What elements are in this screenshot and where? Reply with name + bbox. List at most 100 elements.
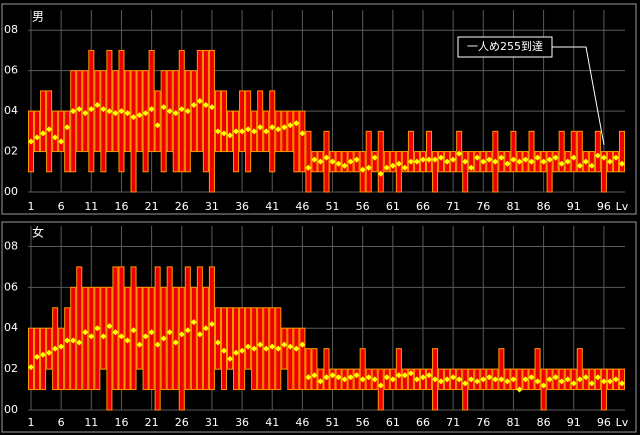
mean-marker [28, 138, 35, 145]
x-axis-label: Lv [616, 416, 629, 429]
range-bar [58, 327, 65, 391]
mean-marker [305, 374, 312, 381]
range-bar [160, 70, 167, 173]
y-tick-label: 08 [4, 239, 18, 252]
mean-marker [263, 345, 270, 352]
mean-marker [214, 128, 221, 135]
x-tick-label: 1 [28, 200, 35, 213]
mean-marker [269, 343, 276, 350]
range-bar [76, 266, 83, 391]
panel-title: 男 [32, 10, 44, 24]
range-bar [600, 151, 607, 193]
x-tick-label: 86 [537, 416, 551, 429]
mean-marker [172, 110, 179, 117]
mean-marker [299, 130, 306, 137]
mean-marker [287, 343, 294, 350]
range-bar [106, 49, 113, 153]
x-tick-label: 96 [597, 200, 611, 213]
mean-marker [389, 162, 396, 169]
y-tick-label: 04 [4, 104, 18, 117]
range-bar [534, 151, 541, 173]
range-bar [281, 110, 288, 153]
mean-marker [438, 154, 445, 161]
mean-marker [329, 372, 336, 379]
mean-marker [58, 138, 65, 145]
mean-marker [190, 319, 197, 326]
mean-marker [612, 154, 619, 161]
mean-marker [100, 106, 107, 113]
mean-marker [353, 372, 360, 379]
y-tick-label: 08 [4, 23, 18, 36]
mean-marker [450, 156, 457, 163]
mean-marker [540, 158, 547, 165]
mean-marker [34, 353, 41, 360]
x-tick-label: 21 [145, 200, 159, 213]
mean-marker [299, 341, 306, 348]
x-tick-label: 6 [58, 200, 65, 213]
x-tick-label: 86 [537, 200, 551, 213]
mean-marker [28, 364, 35, 371]
mean-marker [426, 156, 433, 163]
mean-marker [413, 158, 420, 165]
range-bar [208, 49, 215, 193]
x-tick-label: 81 [506, 200, 520, 213]
mean-marker [142, 110, 149, 117]
mean-marker [58, 343, 65, 350]
range-bar [510, 130, 517, 173]
range-bar [323, 130, 330, 193]
mean-marker [257, 341, 264, 348]
mean-marker [341, 162, 348, 169]
x-tick-label: 91 [567, 416, 581, 429]
x-tick-label: 36 [235, 200, 249, 213]
mean-marker [480, 158, 487, 165]
range-bar [166, 266, 173, 391]
mean-marker [70, 108, 77, 115]
mean-marker [401, 164, 408, 171]
range-bar [305, 130, 312, 193]
range-bar [462, 368, 469, 411]
x-tick-label: 36 [235, 416, 249, 429]
range-bar [323, 348, 330, 391]
mean-marker [100, 333, 107, 340]
range-bar [401, 368, 408, 391]
mean-marker [456, 150, 463, 157]
mean-marker [492, 158, 499, 165]
y-tick-label: 00 [4, 403, 18, 416]
mean-marker [227, 132, 234, 139]
mean-marker [311, 372, 318, 379]
x-tick-label: 16 [114, 416, 128, 429]
mean-marker [407, 158, 414, 165]
mean-marker [257, 124, 264, 131]
annotation-leader [552, 46, 605, 146]
mean-marker [546, 156, 553, 163]
range-bar [552, 151, 559, 173]
mean-marker [534, 378, 541, 385]
mean-marker [281, 124, 288, 131]
mean-marker [594, 374, 601, 381]
range-bar [190, 286, 197, 391]
range-bar [468, 151, 475, 173]
mean-marker [136, 341, 143, 348]
mean-marker [576, 162, 583, 169]
x-tick-label: 26 [175, 200, 189, 213]
mean-marker [432, 156, 439, 163]
mean-marker [510, 376, 517, 383]
range-bar [40, 90, 47, 153]
range-bar [498, 151, 505, 173]
mean-marker [588, 380, 595, 387]
mean-marker [492, 376, 499, 383]
range-bar [70, 70, 77, 173]
mean-marker [498, 154, 505, 161]
mean-marker [377, 382, 384, 389]
range-bar [365, 130, 372, 193]
range-bar [287, 110, 294, 153]
mean-marker [275, 126, 282, 133]
mean-marker [468, 376, 475, 383]
mean-marker [178, 106, 185, 113]
range-bar [58, 110, 65, 153]
x-tick-label: 1 [28, 416, 35, 429]
x-tick-label: 31 [205, 416, 219, 429]
x-tick-label: 56 [356, 200, 370, 213]
range-bar [82, 286, 89, 391]
